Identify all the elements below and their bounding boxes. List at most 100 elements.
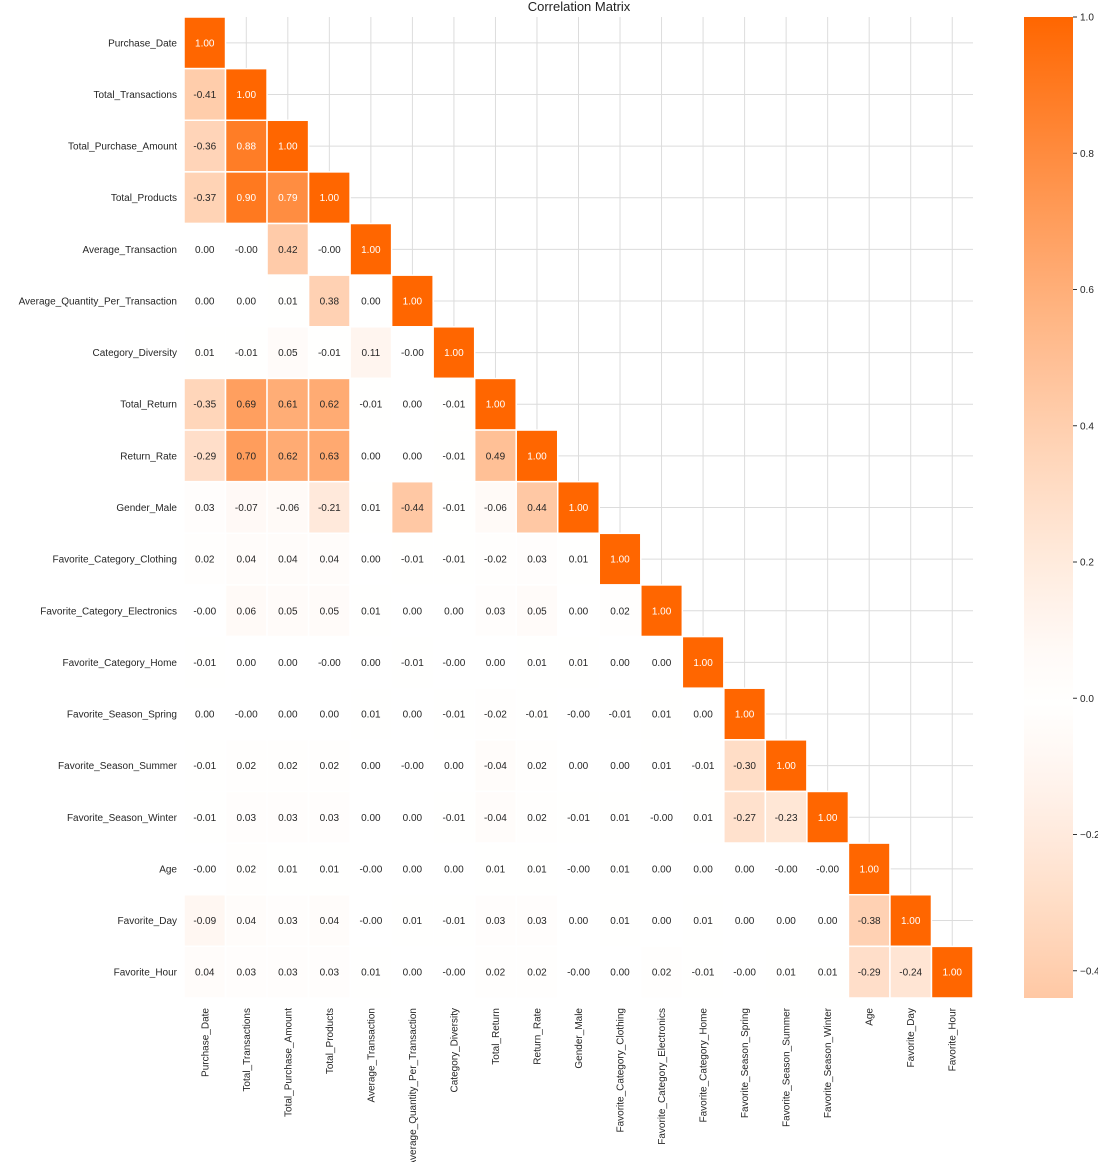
heatmap-cell: [847, 842, 891, 896]
heatmap-cell: [556, 790, 601, 844]
heatmap-cell: [598, 739, 642, 793]
cell-value-label: -0.00: [235, 245, 258, 256]
heatmap-cell: [432, 945, 476, 999]
heatmap-cell: [889, 893, 933, 948]
x-tick-label: Favorite_Season_Summer: [782, 1007, 793, 1127]
cell-value-label: 0.05: [527, 606, 547, 617]
cell-value-label: 0.02: [237, 864, 257, 875]
cell-value-label: 0.00: [652, 658, 672, 669]
heatmap-cell: [432, 739, 476, 793]
cell-value-label: 0.03: [486, 606, 506, 617]
x-axis-labels: Purchase_Date Total_Transactions Total_Pur…: [200, 1007, 958, 1166]
cell-value-label: -0.38: [858, 916, 881, 927]
heatmap-cell: [349, 842, 393, 896]
heatmap-cell: [224, 945, 268, 999]
heatmap-cell: [432, 893, 476, 948]
colorbar: 1.0 0.8 0.6 0.4 0.2 0.0 −0.2 −0.4: [1024, 13, 1098, 998]
cell-value-label: 0.04: [237, 555, 257, 566]
heatmap-cell: [390, 945, 434, 999]
heatmap-cell: [307, 635, 351, 689]
colorbar-tick-label: 0.8: [1080, 149, 1094, 160]
cell-value-label: -0.01: [443, 916, 466, 927]
heatmap-cell: [390, 687, 434, 741]
heatmap-cell: [640, 584, 684, 638]
heatmap-cell: [681, 893, 725, 948]
cell-value-label: -0.00: [318, 245, 341, 256]
cell-value-label: 0.90: [237, 193, 257, 204]
heatmap-cell: [349, 635, 393, 689]
cell-value-label: -0.00: [235, 710, 258, 721]
cell-value-label: -0.01: [443, 813, 466, 824]
y-tick-label: Favorite_Day: [118, 916, 177, 927]
heatmap-cell: [806, 842, 850, 896]
x-tick-label: Total_Transactions: [242, 1008, 253, 1092]
x-tick-label: Favorite_Category_Home: [699, 1008, 710, 1123]
cell-value-label: 0.01: [569, 555, 589, 566]
y-tick-label: Favorite_Season_Summer: [58, 761, 178, 772]
heatmap-cell: [432, 480, 476, 535]
heatmap-cell: [681, 945, 725, 999]
cell-value-label: -0.01: [443, 710, 466, 721]
cell-value-label: 0.01: [361, 606, 381, 617]
cell-value-label: 1.00: [486, 400, 506, 411]
x-tick-label: Favorite_Season_Spring: [740, 1008, 751, 1118]
heatmap-cell: [432, 377, 476, 431]
cell-value-label: 0.01: [195, 348, 215, 359]
y-tick-label: Category_Diversity: [93, 348, 177, 359]
cell-value-label: -0.01: [567, 813, 590, 824]
cell-value-label: 0.63: [320, 451, 340, 462]
cell-value-label: -0.01: [692, 968, 715, 979]
heatmap-cell: [473, 842, 517, 896]
cell-value-label: -0.24: [899, 968, 922, 979]
heatmap-cell: [390, 790, 434, 844]
heatmap-cell: [473, 945, 517, 999]
x-tick-label: Favorite_Day: [906, 1008, 917, 1067]
cell-value-label: -0.37: [193, 193, 216, 204]
heatmap-cell: [390, 842, 434, 896]
cell-value-label: -0.01: [443, 400, 466, 411]
cell-value-label: 0.00: [361, 451, 381, 462]
cell-value-label: 0.02: [237, 761, 257, 772]
x-tick-label: Average_Transaction: [366, 1008, 377, 1103]
cell-value-label: 0.00: [195, 710, 215, 721]
cell-value-label: -0.00: [359, 864, 382, 875]
heatmap-cell: [307, 377, 351, 431]
cell-value-label: -0.00: [318, 658, 341, 669]
cell-value-label: 0.01: [776, 968, 796, 979]
cell-value-label: 0.00: [361, 761, 381, 772]
cell-value-label: 1.00: [361, 245, 381, 256]
cell-value-label: 0.02: [527, 813, 547, 824]
cell-value-label: 0.00: [237, 296, 257, 307]
cell-value-label: 0.00: [361, 555, 381, 566]
cell-value-label: 0.02: [195, 555, 215, 566]
heatmap-cell: [515, 945, 559, 999]
heatmap-cell: [224, 739, 268, 793]
cell-value-label: 0.01: [361, 710, 381, 721]
heatmap-cell: [681, 842, 725, 896]
cell-value-label: 0.42: [278, 245, 298, 256]
cell-value-label: -0.01: [443, 503, 466, 514]
cell-value-label: 1.00: [278, 142, 298, 153]
colorbar-tick-label: 0.0: [1080, 694, 1094, 705]
heatmap-cell: [183, 790, 227, 844]
colorbar-tick-label: 1.0: [1080, 13, 1094, 24]
cell-value-label: -0.04: [484, 761, 507, 772]
heatmap-cell: [556, 687, 601, 741]
x-tick-label: Purchase_Date: [200, 1008, 211, 1077]
heatmap-cell: [183, 687, 227, 741]
cell-value-label: 0.01: [652, 710, 672, 721]
x-tick-label: Total_Purchase_Amount: [283, 1008, 294, 1117]
cell-value-label: 0.03: [195, 503, 215, 514]
cell-value-label: 0.03: [320, 813, 340, 824]
cell-value-label: 0.02: [278, 761, 298, 772]
cell-value-label: 0.03: [527, 555, 547, 566]
cell-value-label: 0.03: [486, 916, 506, 927]
cell-value-label: 0.00: [735, 864, 755, 875]
cell-value-label: 0.00: [569, 916, 589, 927]
cell-value-label: 0.00: [776, 916, 796, 927]
cell-value-label: 0.03: [278, 813, 298, 824]
cell-value-label: -0.00: [401, 761, 424, 772]
heatmap-cell: [390, 635, 434, 689]
cell-value-label: 0.00: [320, 710, 340, 721]
cell-value-label: -0.01: [443, 451, 466, 462]
